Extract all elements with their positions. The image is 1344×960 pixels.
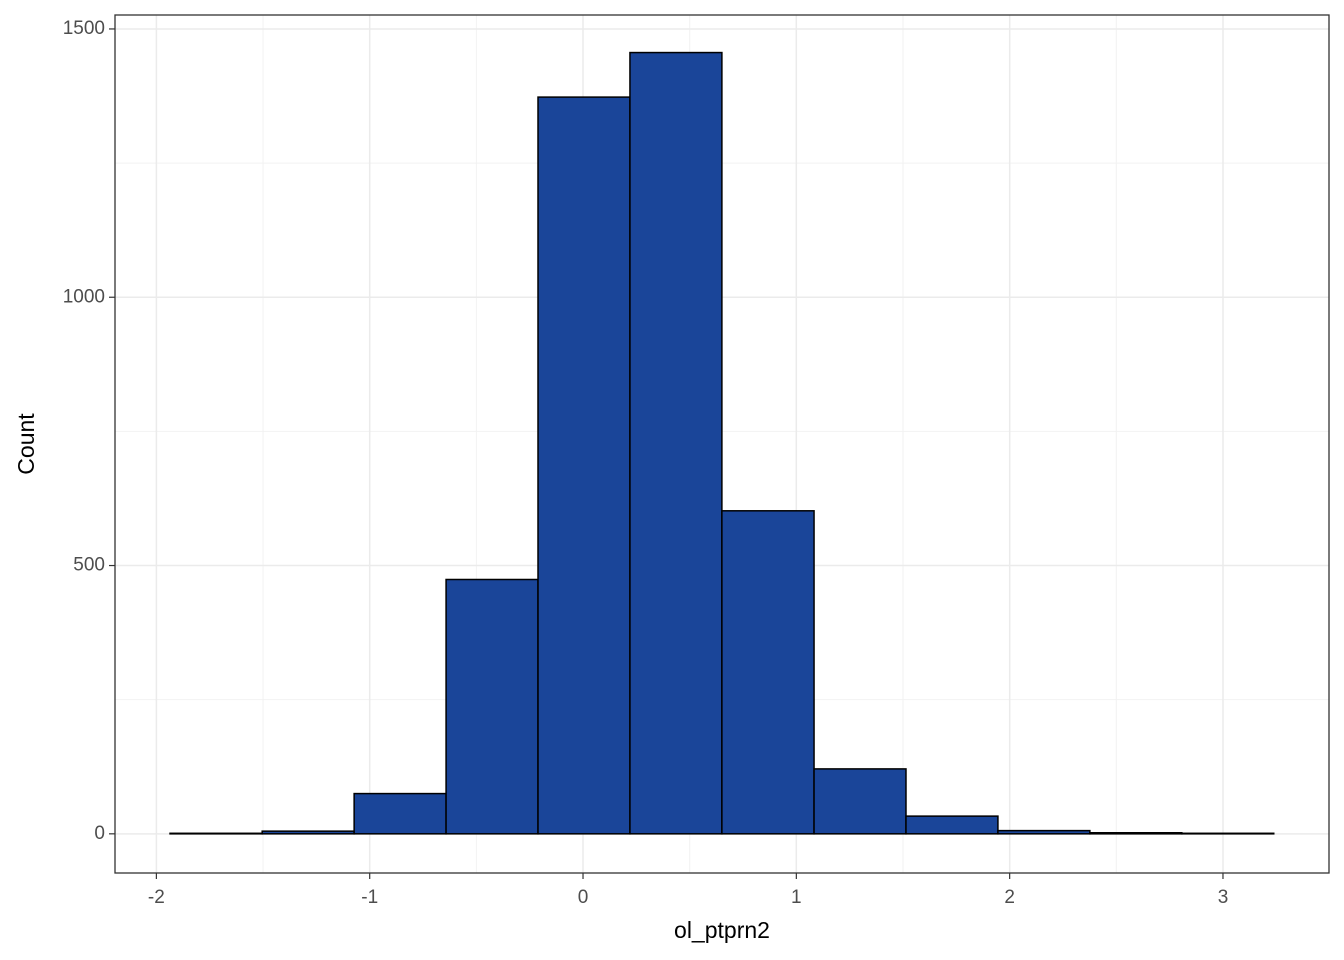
bar [445,578,539,835]
bar [353,792,447,835]
bar [905,815,999,835]
x-tick-label: 3 [1218,887,1229,908]
bar [169,832,263,835]
bar [261,830,355,835]
bar [997,829,1091,835]
panel-border [114,14,1330,874]
x-tick-label: 1 [791,887,802,908]
y-tick-label: 0 [94,823,105,844]
y-axis-title: Count [13,413,39,475]
bar [813,768,907,835]
x-tick-label: 0 [578,887,589,908]
x-axis-title: ol_ptprn2 [674,917,770,943]
bar [629,51,723,835]
y-tick-label: 1500 [63,18,105,39]
x-tick-label: -2 [148,887,165,908]
x-tick-label: -1 [361,887,378,908]
bar [1089,832,1183,835]
bar [1181,832,1275,835]
y-tick-label: 1000 [63,286,105,307]
bar [721,510,815,835]
bar [537,96,631,835]
y-tick-label: 500 [73,555,105,576]
x-tick-label: 2 [1004,887,1015,908]
